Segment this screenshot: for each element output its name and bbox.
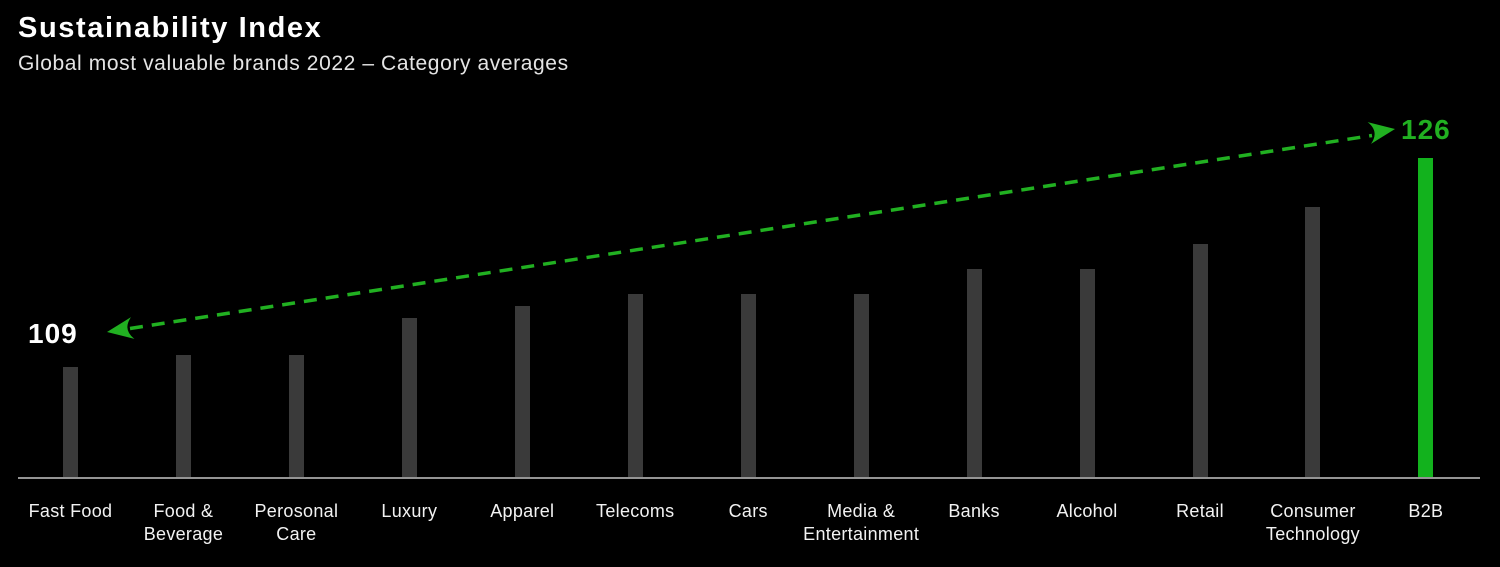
arrowhead-left-icon: [107, 317, 135, 339]
bar-fast-food: [63, 367, 78, 478]
page-title: Sustainability Index: [18, 12, 323, 44]
annotation-value-109: 109: [28, 318, 78, 349]
bar-b2b: [1418, 158, 1434, 478]
x-axis-label-fast-food: Fast Food: [28, 501, 113, 521]
x-axis-line: [18, 477, 1480, 479]
bar-alcohol: [1079, 268, 1095, 478]
x-axis-label-b2b: B2B: [1408, 501, 1444, 521]
bar-media-entertainment: [853, 293, 869, 478]
bar-cars: [740, 293, 756, 478]
bar-consumer-technology: [1305, 207, 1321, 478]
bar-apparel: [514, 305, 530, 478]
bar-luxury: [401, 318, 417, 478]
x-axis-label-media-entertainment: Media & Entertainment: [803, 501, 920, 544]
bar-retail: [1192, 244, 1208, 478]
x-axis-label-alcohol: Alcohol: [1056, 501, 1118, 521]
arrowhead-right-icon: [1367, 122, 1395, 144]
x-axis-label-luxury: Luxury: [381, 501, 438, 521]
bar-perosonal-care: [288, 355, 304, 478]
x-axis-label-retail: Retail: [1176, 501, 1224, 521]
x-axis-label-cars: Cars: [728, 501, 768, 521]
bar-food-beverage: [175, 355, 191, 478]
x-axis-label-apparel: Apparel: [490, 501, 555, 521]
x-axis-label-consumer-technology: Consumer Technology: [1265, 501, 1360, 544]
x-axis-label-food-beverage: Food & Beverage: [143, 501, 224, 544]
page-subtitle: Global most valuable brands 2022 – Categ…: [18, 52, 569, 75]
annotation-value-126: 126: [1401, 114, 1451, 145]
bar-banks: [966, 268, 982, 478]
bar-telecoms: [627, 293, 643, 478]
x-axis-label-banks: Banks: [948, 501, 1000, 521]
x-axis-label-telecoms: Telecoms: [596, 501, 675, 521]
x-axis-label-perosonal-care: Perosonal Care: [254, 501, 339, 544]
